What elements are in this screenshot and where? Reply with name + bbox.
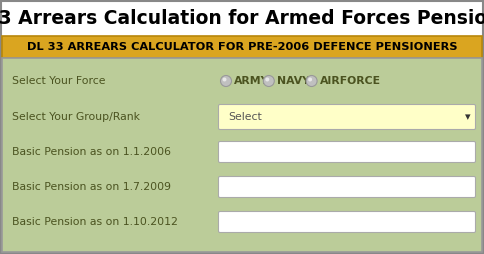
FancyBboxPatch shape xyxy=(2,36,482,58)
Text: DL-33 Arrears Calculation for Armed Forces Pensioners: DL-33 Arrears Calculation for Armed Forc… xyxy=(0,9,484,28)
Circle shape xyxy=(265,77,269,82)
FancyBboxPatch shape xyxy=(218,177,475,198)
FancyBboxPatch shape xyxy=(2,58,482,252)
Circle shape xyxy=(263,75,274,87)
Text: AIRFORCE: AIRFORCE xyxy=(319,76,380,86)
Circle shape xyxy=(308,77,312,82)
Text: Select: Select xyxy=(228,112,262,122)
FancyBboxPatch shape xyxy=(218,104,475,130)
Text: ARMY: ARMY xyxy=(234,76,270,86)
FancyBboxPatch shape xyxy=(218,212,475,232)
Circle shape xyxy=(221,75,231,87)
Text: Basic Pension as on 1.7.2009: Basic Pension as on 1.7.2009 xyxy=(12,182,171,192)
Text: DL 33 ARREARS CALCULATOR FOR PRE-2006 DEFENCE PENSIONERS: DL 33 ARREARS CALCULATOR FOR PRE-2006 DE… xyxy=(27,42,457,52)
Text: Basic Pension as on 1.1.2006: Basic Pension as on 1.1.2006 xyxy=(12,147,171,157)
Text: Select Your Group/Rank: Select Your Group/Rank xyxy=(12,112,140,122)
Circle shape xyxy=(223,77,227,82)
Text: NAVY: NAVY xyxy=(277,76,310,86)
Text: Select Your Force: Select Your Force xyxy=(12,76,106,86)
Circle shape xyxy=(306,75,317,87)
Text: Basic Pension as on 1.10.2012: Basic Pension as on 1.10.2012 xyxy=(12,217,178,227)
Text: ▾: ▾ xyxy=(465,112,471,122)
FancyBboxPatch shape xyxy=(218,141,475,163)
